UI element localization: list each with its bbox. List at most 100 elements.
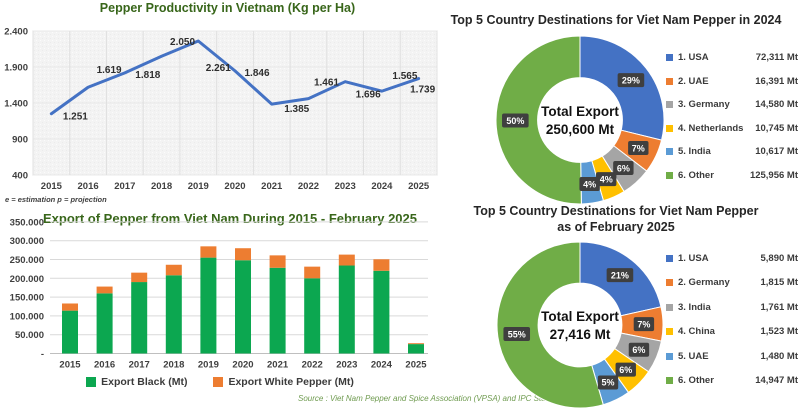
y-axis-tick: 50.000 (15, 330, 44, 341)
percent-label: 21% (611, 270, 629, 280)
y-axis-tick: 1.900 (4, 63, 28, 74)
y-axis-tick: 1.400 (4, 99, 28, 110)
data-point-label: 1.619 (97, 65, 122, 76)
legend-swatch-icon (666, 377, 673, 384)
y-axis-tick: 150.000 (10, 293, 44, 304)
data-point-label: 1.818 (135, 70, 160, 81)
percent-label-box (596, 172, 617, 187)
donut-center-value: 27,416 Mt (550, 327, 611, 342)
source-note: Source : Viet Nam Pepper and Spice Assoc… (298, 394, 607, 403)
bar-black-pepper (62, 310, 78, 354)
bar-white-pepper (165, 264, 182, 276)
legend-swatch-icon (666, 279, 673, 287)
x-axis-tick: 2020 (224, 181, 245, 192)
legend-country-label: 5. India (678, 146, 711, 158)
x-axis-tick: 2018 (163, 360, 184, 371)
x-axis-tick: 2022 (298, 181, 319, 192)
data-point-label: 1.739 (410, 85, 435, 96)
legend-value: 1,480 Mt (760, 350, 799, 362)
x-axis-tick: 2017 (129, 360, 150, 371)
donut-slice--other (496, 241, 604, 409)
bar-chart-legend: Export Black (Mt) Export White Pepper (Mt… (40, 376, 400, 388)
y-axis-tick: 250.000 (10, 255, 44, 266)
percent-label-box (597, 375, 619, 390)
donut-2024-chart: 29% 7%6% 4% 4% 50% Total Export 250,600 Mt (495, 35, 665, 205)
x-axis-tick: 2019 (188, 181, 209, 192)
bar-white-pepper (338, 254, 355, 266)
legend-swatch-icon (666, 101, 673, 109)
legend-value: 16,391 Mt (755, 75, 798, 87)
bar-legend-item: Export White Pepper (Mt) (213, 376, 354, 388)
percent-label-box (633, 317, 655, 332)
y-axis-tick: 350.000 (10, 217, 44, 228)
legend-value: 1,815 Mt (760, 277, 799, 289)
percent-label: 4% (583, 179, 596, 189)
percent-label-box (613, 160, 634, 175)
estimation-footnote: e = estimation p = projection (5, 195, 107, 204)
donut-legend-row: 2. Germany 1,815 Mt (666, 277, 798, 288)
x-axis-tick: 2018 (151, 181, 172, 192)
percent-label: 29% (622, 75, 640, 85)
legend-country-label: 4. Netherlands (678, 122, 744, 134)
bar-black-pepper (235, 260, 251, 354)
legend-country-label: 2. UAE (678, 75, 709, 87)
x-axis-tick: 2020 (232, 360, 253, 371)
legend-swatch-icon (86, 377, 97, 387)
bar-white-pepper (200, 246, 217, 258)
bar-black-pepper (304, 278, 321, 354)
export-bar-chart: 350.000 300.000 250.000 200.000 150.000 100.0… (10, 217, 428, 371)
legend-value: 1,761 Mt (760, 301, 799, 313)
donut-slice--other (495, 35, 582, 205)
bar-white-pepper (235, 248, 251, 261)
bar-white-pepper (269, 255, 286, 268)
bar-black-pepper (131, 282, 148, 354)
percent-label-box (579, 176, 600, 191)
donut-2025-legend: 1. USA 5,890 Mt 2. Germany 1,815 Mt 3. India… (666, 253, 798, 398)
donut-legend-row: 4. Netherlands 10,745 Mt (666, 123, 798, 134)
x-axis-tick: 2024 (371, 360, 393, 371)
x-axis-tick: 2023 (336, 360, 357, 371)
bar-black-pepper (373, 270, 390, 354)
legend-swatch-icon (666, 54, 673, 61)
x-axis-tick: 2015 (59, 360, 81, 371)
bar-black-pepper (408, 344, 424, 354)
bar-white-pepper (96, 286, 113, 294)
x-axis-tick: 2015 (41, 181, 63, 192)
donut-legend-row: 5. UAE 1,480 Mt (666, 351, 798, 362)
y-axis-tick: 300.000 (10, 236, 44, 247)
legend-value: 5,890 Mt (760, 253, 799, 264)
donut-2024-legend: 1. USA 72,311 Mt 2. UAE 16,391 Mt 3. Germany… (666, 52, 798, 202)
percent-label-box (502, 113, 529, 128)
x-axis-tick: 2024 (371, 181, 393, 192)
data-point-label: 1.846 (244, 68, 269, 79)
x-axis-tick: 2023 (335, 181, 356, 192)
legend-value: 1,523 Mt (760, 326, 799, 338)
legend-value: 72,311 Mt (755, 52, 798, 63)
data-point-label: 2.261 (206, 63, 231, 74)
legend-swatch-icon (666, 303, 673, 311)
legend-swatch-icon (213, 377, 224, 387)
donut-center-label: Total Export (541, 104, 619, 119)
bar-white-pepper (131, 272, 148, 283)
donut-legend-row: 6. Other 14,947 Mt (666, 375, 798, 386)
productivity-line-chart: 2.400 1.900 1.400 900 400 2015 2016 2017 2018 201… (4, 27, 438, 192)
x-axis-tick: 2022 (302, 360, 323, 371)
legend-country-label: 1. USA (678, 52, 709, 63)
donut-center-label: Total Export (541, 309, 619, 324)
bar-black-pepper (165, 275, 182, 354)
percent-label-box (617, 73, 645, 88)
bar-legend-item: Export Black (Mt) (86, 376, 187, 388)
percent-label: 50% (506, 116, 524, 126)
x-axis-tick: 2016 (94, 360, 115, 371)
bar-white-pepper (304, 266, 321, 279)
donut-2025-title-line2: as of February 2025 (557, 220, 675, 234)
percent-label-box (606, 268, 634, 283)
legend-country-label: 6. Other (678, 375, 714, 386)
bar-black-pepper (338, 265, 355, 354)
percent-label: 7% (632, 143, 645, 153)
donut-2025-chart: 21% 7% 6%6% 5% 55% Total Export 27,416 Mt (496, 241, 664, 409)
data-point-label: 1.696 (356, 90, 381, 101)
x-axis-tick: 2016 (78, 181, 99, 192)
legend-value: 10,745 Mt (755, 122, 798, 134)
